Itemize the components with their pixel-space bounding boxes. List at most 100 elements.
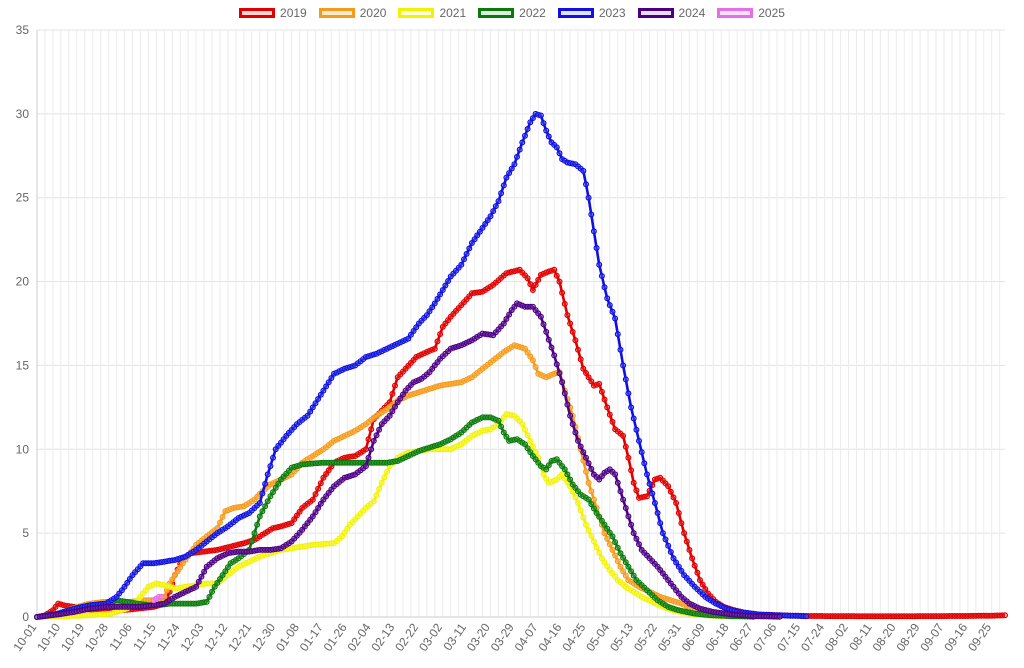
data-point: [317, 500, 324, 507]
data-point: [577, 507, 584, 514]
data-point: [498, 190, 505, 197]
data-point: [612, 315, 619, 322]
data-point: [270, 454, 277, 461]
series-layer: [33, 110, 1008, 620]
data-point: [171, 572, 178, 579]
data-point: [203, 598, 210, 605]
data-point: [195, 578, 202, 585]
data-point: [524, 275, 531, 282]
legend-item[interactable]: 2025: [717, 6, 785, 20]
x-tick-label: 06-18: [703, 620, 732, 653]
data-point: [529, 287, 536, 294]
data-point: [527, 437, 534, 444]
data-point: [370, 437, 377, 444]
data-point: [606, 302, 613, 309]
data-point: [601, 284, 608, 291]
legend-item[interactable]: 2022: [478, 6, 546, 20]
x-tick-label: 07-15: [774, 620, 803, 653]
legend-item[interactable]: 2020: [318, 6, 387, 20]
data-point: [320, 474, 327, 481]
data-point: [654, 510, 661, 517]
data-point: [625, 454, 632, 461]
x-tick-label: 02-04: [345, 620, 374, 653]
data-point: [665, 483, 672, 490]
legend-item[interactable]: 2021: [398, 6, 466, 20]
x-tick-label: 04-07: [512, 620, 541, 653]
data-point: [437, 291, 444, 298]
data-point: [323, 383, 330, 390]
data-point: [567, 320, 574, 327]
data-point: [601, 559, 608, 566]
x-tick-label: 05-04: [583, 620, 612, 653]
x-tick-label: 01-08: [273, 620, 302, 653]
data-point: [686, 546, 693, 553]
y-tick-label: 35: [16, 23, 30, 37]
data-point: [670, 494, 677, 501]
data-point: [373, 492, 380, 499]
data-point: [344, 525, 351, 532]
x-tick-label: 11-06: [106, 620, 135, 653]
data-point: [256, 500, 263, 507]
data-point: [689, 555, 696, 562]
data-point: [527, 449, 534, 456]
data-point: [617, 488, 624, 495]
data-point: [667, 548, 674, 555]
data-point: [545, 133, 552, 140]
legend-label: 2024: [678, 6, 706, 20]
data-point: [577, 356, 584, 363]
data-point: [564, 401, 571, 408]
data-point: [556, 370, 563, 377]
legend-label: 2023: [598, 6, 626, 20]
data-point: [442, 282, 449, 289]
x-tick-label: 08-11: [846, 620, 875, 653]
series-2023: [33, 110, 810, 620]
data-point: [521, 345, 528, 352]
data-point: [392, 403, 399, 410]
data-point: [463, 250, 470, 257]
data-point: [582, 370, 589, 377]
data-point: [368, 426, 375, 433]
data-point: [529, 115, 536, 122]
data-point: [259, 508, 266, 515]
legend-item[interactable]: 2019: [239, 6, 307, 20]
data-point: [691, 562, 698, 569]
data-point: [588, 378, 595, 385]
x-tick-label: 10-01: [10, 620, 39, 653]
data-point: [564, 471, 571, 478]
data-point: [513, 153, 520, 160]
data-point: [598, 388, 605, 395]
legend-item[interactable]: 2024: [637, 6, 706, 20]
data-point: [585, 374, 592, 381]
legend-label: 2020: [359, 6, 387, 20]
x-tick-label: 05-13: [607, 620, 636, 653]
data-point: [617, 550, 624, 557]
x-tick-label: 08-20: [870, 620, 899, 653]
data-point: [540, 120, 547, 127]
x-tick-label: 03-02: [416, 620, 445, 653]
series-2024: [33, 300, 783, 620]
data-point: [468, 240, 475, 247]
data-point: [604, 295, 611, 302]
data-point: [378, 479, 385, 486]
data-point: [604, 404, 611, 411]
data-point: [537, 112, 544, 119]
data-point: [622, 443, 629, 450]
x-tick-label: 11-24: [154, 620, 183, 653]
legend-item[interactable]: 2023: [557, 6, 626, 20]
data-point: [582, 521, 589, 528]
data-point: [601, 521, 608, 528]
data-point: [628, 521, 635, 528]
data-point: [397, 395, 404, 402]
data-point: [574, 346, 581, 353]
data-point: [561, 475, 568, 482]
data-point: [490, 208, 497, 215]
data-point: [431, 345, 438, 352]
data-point: [519, 139, 526, 146]
data-point: [503, 316, 510, 323]
data-point: [633, 535, 640, 542]
data-point: [683, 538, 690, 545]
x-tick-label: 06-09: [679, 620, 708, 653]
legend-swatch: [318, 8, 355, 18]
data-point: [479, 224, 486, 231]
data-point: [588, 211, 595, 218]
